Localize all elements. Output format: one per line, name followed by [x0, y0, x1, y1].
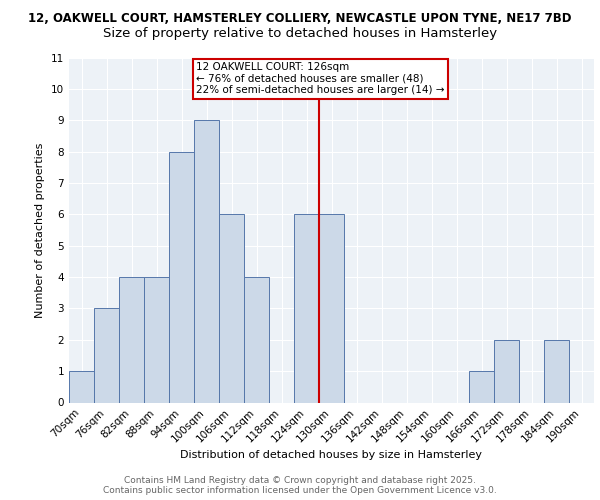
X-axis label: Distribution of detached houses by size in Hamsterley: Distribution of detached houses by size … — [181, 450, 482, 460]
Bar — [244, 277, 269, 402]
Text: Size of property relative to detached houses in Hamsterley: Size of property relative to detached ho… — [103, 28, 497, 40]
Text: 12, OAKWELL COURT, HAMSTERLEY COLLIERY, NEWCASTLE UPON TYNE, NE17 7BD: 12, OAKWELL COURT, HAMSTERLEY COLLIERY, … — [28, 12, 572, 26]
Bar — [219, 214, 244, 402]
Bar — [169, 152, 194, 402]
Text: 12 OAKWELL COURT: 126sqm
← 76% of detached houses are smaller (48)
22% of semi-d: 12 OAKWELL COURT: 126sqm ← 76% of detach… — [197, 62, 445, 96]
Y-axis label: Number of detached properties: Number of detached properties — [35, 142, 46, 318]
Bar — [319, 214, 344, 402]
Bar — [469, 371, 494, 402]
Bar — [294, 214, 319, 402]
Bar — [94, 308, 119, 402]
Bar — [494, 340, 519, 402]
Bar — [194, 120, 219, 403]
Bar — [69, 371, 94, 402]
Bar — [119, 277, 144, 402]
Text: Contains HM Land Registry data © Crown copyright and database right 2025.
Contai: Contains HM Land Registry data © Crown c… — [103, 476, 497, 495]
Bar — [144, 277, 169, 402]
Bar — [544, 340, 569, 402]
